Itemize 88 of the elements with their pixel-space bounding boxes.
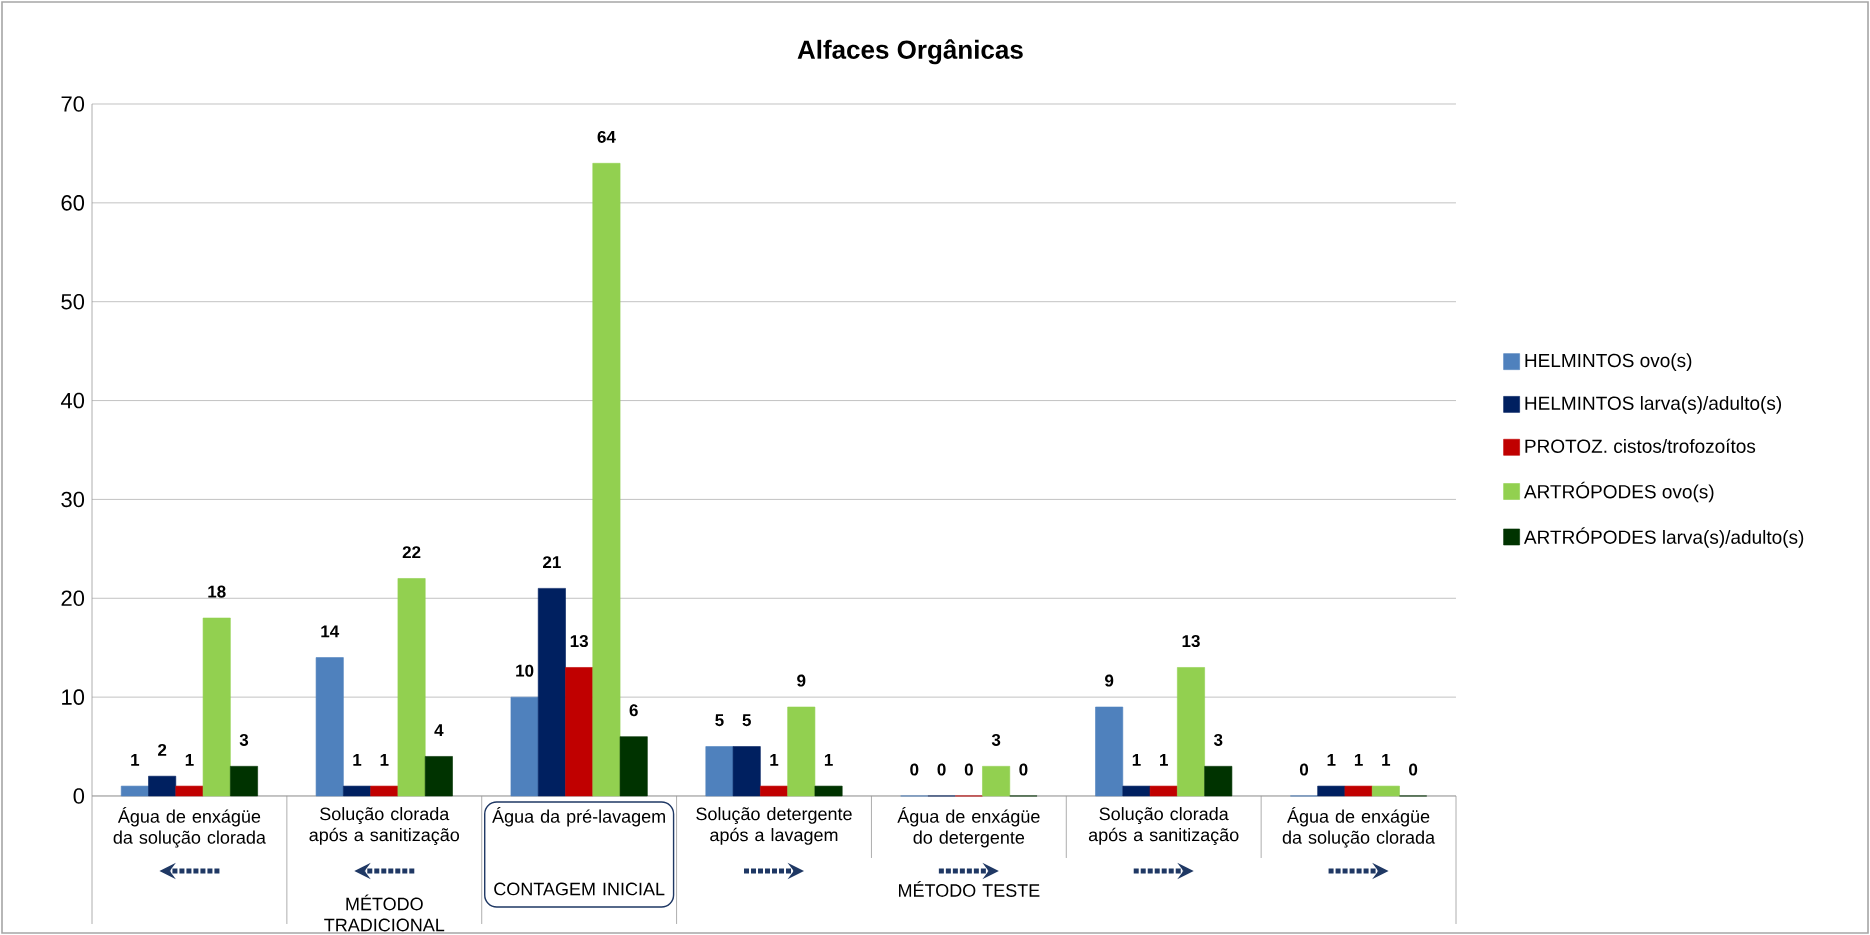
bar xyxy=(315,657,344,797)
bar xyxy=(343,785,371,797)
data-label: 13 xyxy=(570,635,588,648)
x-tick-label: Solução clorada após a sanitização xyxy=(1088,807,1239,845)
x-tick-label: Água de enxágüe do detergente xyxy=(897,807,1040,848)
y-tick-label: 20 xyxy=(61,590,85,607)
data-label: 14 xyxy=(321,625,340,638)
legend-label: ARTRÓPODES ovo(s) xyxy=(1523,481,1714,503)
bar xyxy=(705,746,734,797)
text: MÉTODO TRADICIONAL xyxy=(324,894,445,932)
data-label: 1 xyxy=(353,754,362,766)
bar xyxy=(619,736,648,797)
data-label: 64 xyxy=(597,130,616,143)
bar xyxy=(148,775,177,797)
data-label: 0 xyxy=(1409,763,1418,776)
bar xyxy=(1317,785,1346,797)
bar xyxy=(565,667,594,797)
bar xyxy=(1122,785,1151,797)
bar xyxy=(760,785,788,797)
y-tick-label: 70 xyxy=(61,96,85,112)
bar xyxy=(1149,785,1178,797)
bar xyxy=(1177,667,1205,797)
data-label: 6 xyxy=(629,704,638,717)
bar xyxy=(732,746,761,797)
data-label: 0 xyxy=(937,763,946,776)
x-tick-label: Água de enxágüe da solução clorada xyxy=(1282,807,1436,848)
bar xyxy=(510,696,539,797)
text: MÉTODO TESTE xyxy=(899,881,1040,897)
data-label: 1 xyxy=(824,754,833,766)
bar xyxy=(537,588,566,797)
bar xyxy=(397,578,426,797)
data-label: 1 xyxy=(1382,754,1391,766)
y-tick-label: 30 xyxy=(61,491,85,508)
data-label: 5 xyxy=(715,714,724,727)
bar xyxy=(1371,785,1400,797)
y-tick-label: 0 xyxy=(73,788,85,804)
data-label: 1 xyxy=(1132,754,1141,766)
data-label: 2 xyxy=(158,743,167,756)
y-tick-label: 50 xyxy=(61,293,85,310)
data-label: 1 xyxy=(185,754,194,766)
data-label: 1 xyxy=(1354,754,1363,766)
data-label: 18 xyxy=(208,585,226,598)
bar xyxy=(814,785,843,797)
legend-label: HELMINTOS larva(s)/adulto(s) xyxy=(1525,396,1782,414)
data-label: 0 xyxy=(964,763,973,776)
bar xyxy=(175,785,204,797)
data-label: 1 xyxy=(770,754,779,766)
bar xyxy=(424,756,453,797)
data-label: 3 xyxy=(991,733,1001,746)
bar xyxy=(1204,766,1233,797)
data-label: 1 xyxy=(131,754,140,766)
data-label: 9 xyxy=(797,674,806,687)
data-label: 0 xyxy=(910,763,919,776)
bar xyxy=(370,785,399,797)
y-tick-label: 10 xyxy=(62,689,85,705)
data-label: 1 xyxy=(380,754,389,766)
data-label: 3 xyxy=(239,733,249,746)
x-tick-label: Água da pré-lavagem xyxy=(492,807,665,827)
bar xyxy=(1095,706,1124,797)
chart-title: Alfaces Orgânicas xyxy=(797,39,1023,65)
text: CONTAGEM INICIAL xyxy=(494,882,665,896)
data-label: 10 xyxy=(516,664,534,677)
bar xyxy=(982,766,1011,797)
x-tick-label: Solução detergente após a lavagem xyxy=(696,807,852,845)
data-label: 1 xyxy=(1327,754,1336,766)
y-tick-label: 60 xyxy=(61,195,85,211)
legend-label: ARTRÓPODES larva(s)/adulto(s) xyxy=(1523,527,1804,548)
data-label: 13 xyxy=(1182,635,1200,648)
data-label: 9 xyxy=(1105,674,1114,687)
data-label: 5 xyxy=(742,714,751,727)
data-label: 3 xyxy=(1213,733,1223,746)
bar xyxy=(787,706,816,797)
bar xyxy=(202,617,231,797)
data-label: 1 xyxy=(1160,754,1168,766)
data-label: 22 xyxy=(402,546,421,559)
data-label: 21 xyxy=(543,556,561,568)
bar xyxy=(1344,785,1373,797)
data-label: 0 xyxy=(1019,763,1028,776)
bar xyxy=(230,766,258,797)
bar xyxy=(592,163,621,797)
y-tick-label: 40 xyxy=(60,392,85,409)
x-tick-label: Solução clorada após a sanitização xyxy=(309,807,460,845)
data-label: 0 xyxy=(1299,763,1309,776)
bar xyxy=(120,785,149,797)
legend-label: HELMINTOS ovo(s) xyxy=(1525,353,1692,371)
legend-label: PROTOZ. cistos/trofozoítos xyxy=(1525,438,1756,453)
data-label: 4 xyxy=(434,724,444,737)
x-tick-label: Água de enxágüe da solução clorada xyxy=(113,807,266,848)
